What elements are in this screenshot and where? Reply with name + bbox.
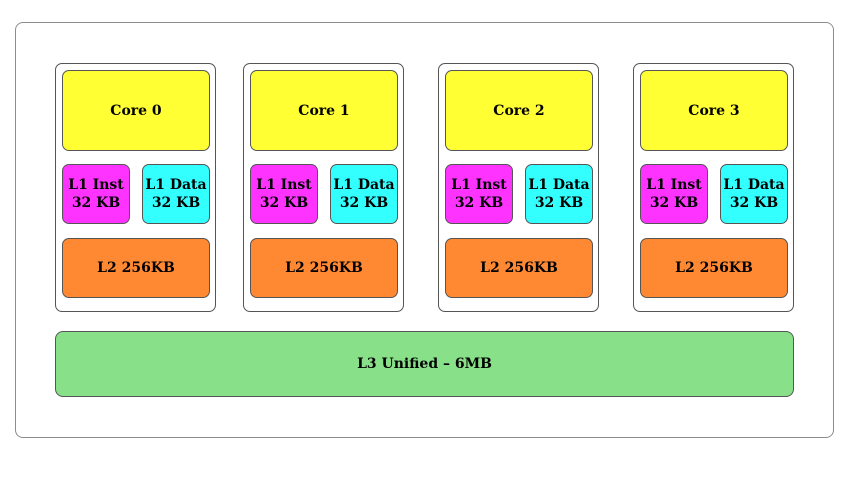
core-0-block: Core 0 [62,70,210,151]
core-group-1: Core 1 L1 Inst 32 KB L1 Data 32 KB L2 25… [243,63,404,312]
core-3-l1-data-size: 32 KB [729,195,779,211]
core-group-3: Core 3 L1 Inst 32 KB L1 Data 32 KB L2 25… [633,63,794,312]
core-1-l1-inst-cache: L1 Inst 32 KB [250,164,318,224]
core-0-l1-data-name: L1 Data [145,177,207,193]
core-group-0: Core 0 L1 Inst 32 KB L1 Data 32 KB L2 25… [55,63,216,312]
core-1-l2-label: L2 256KB [285,260,363,276]
core-2-l1-inst-cache: L1 Inst 32 KB [445,164,513,224]
core-2-l1-data-cache: L1 Data 32 KB [525,164,593,224]
core-0-l1-inst-size: 32 KB [71,195,121,211]
core-3-l2-cache: L2 256KB [640,238,788,298]
core-0-l1-data-cache: L1 Data 32 KB [142,164,210,224]
core-0-l2-cache: L2 256KB [62,238,210,298]
core-3-label: Core 3 [688,102,740,119]
core-2-l1-data-name: L1 Data [528,177,590,193]
core-3-l2-label: L2 256KB [675,260,753,276]
core-0-label: Core 0 [110,102,162,119]
core-3-l1-inst-cache: L1 Inst 32 KB [640,164,708,224]
core-0-l1-data-size: 32 KB [151,195,201,211]
core-1-l1-data-name: L1 Data [333,177,395,193]
core-2-label: Core 2 [493,102,545,119]
core-2-l2-cache: L2 256KB [445,238,593,298]
core-3-l1-inst-name: L1 Inst [646,177,702,193]
core-group-2: Core 2 L1 Inst 32 KB L1 Data 32 KB L2 25… [438,63,599,312]
core-1-l1-inst-name: L1 Inst [256,177,312,193]
core-3-l1-inst-size: 32 KB [649,195,699,211]
core-0-l2-label: L2 256KB [97,260,175,276]
core-1-l1-inst-size: 32 KB [259,195,309,211]
core-1-block: Core 1 [250,70,398,151]
l3-label: L3 Unified – 6MB [357,356,492,372]
l3-unified-cache: L3 Unified – 6MB [55,331,794,397]
core-2-block: Core 2 [445,70,593,151]
core-0-l1-inst-name: L1 Inst [68,177,124,193]
core-2-l1-inst-name: L1 Inst [451,177,507,193]
core-3-l1-data-name: L1 Data [723,177,785,193]
core-2-l1-data-size: 32 KB [534,195,584,211]
core-2-l2-label: L2 256KB [480,260,558,276]
core-1-l1-data-cache: L1 Data 32 KB [330,164,398,224]
core-0-l1-inst-cache: L1 Inst 32 KB [62,164,130,224]
core-3-l1-data-cache: L1 Data 32 KB [720,164,788,224]
core-3-block: Core 3 [640,70,788,151]
core-1-l2-cache: L2 256KB [250,238,398,298]
core-1-l1-data-size: 32 KB [339,195,389,211]
core-2-l1-inst-size: 32 KB [454,195,504,211]
core-1-label: Core 1 [298,102,350,119]
